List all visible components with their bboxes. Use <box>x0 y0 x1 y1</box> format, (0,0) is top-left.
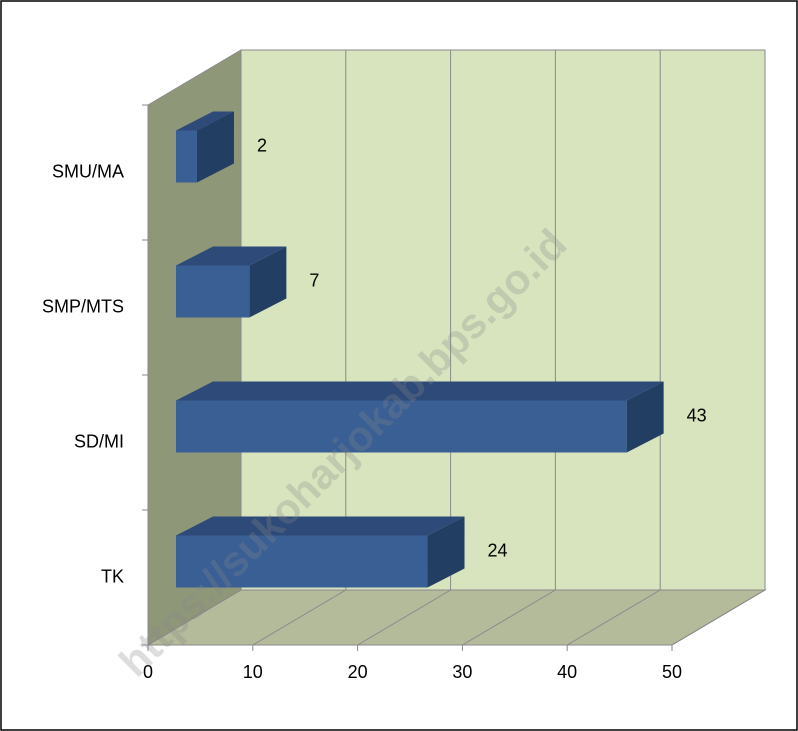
floor-grid-line <box>671 589 766 646</box>
bar-side <box>249 246 287 318</box>
bar <box>176 381 664 453</box>
floor-grid-line <box>147 589 242 646</box>
bar-top <box>176 246 287 266</box>
data-label: 43 <box>687 405 707 425</box>
bar-front <box>176 265 250 318</box>
bar-top <box>176 516 465 536</box>
y-tick-label: TK <box>101 566 124 586</box>
floor-grid-line <box>566 589 661 646</box>
x-tick-label: 50 <box>662 662 682 682</box>
bar-front <box>176 400 627 453</box>
bar-side <box>427 516 465 588</box>
y-tick-label: SMU/MA <box>52 161 124 181</box>
x-tick-label: 0 <box>143 662 153 682</box>
x-tick-label: 10 <box>243 662 263 682</box>
floor <box>146 589 767 646</box>
bar <box>176 246 287 318</box>
bar-side <box>626 381 664 453</box>
bar-top <box>176 111 234 131</box>
data-label: 24 <box>488 540 508 560</box>
floor-grid-line <box>252 589 347 646</box>
bar-front <box>176 130 197 183</box>
y-tick-label: SD/MI <box>74 431 124 451</box>
bar <box>176 516 465 588</box>
x-tick-label: 30 <box>452 662 472 682</box>
floor-grid-line <box>357 589 451 646</box>
y-tick-label: SMP/MTS <box>42 296 124 316</box>
floor-grid-line <box>462 589 556 646</box>
bar-side <box>196 111 234 183</box>
x-tick-label: 40 <box>557 662 577 682</box>
data-label: 7 <box>309 270 319 290</box>
x-tick-label: 20 <box>348 662 368 682</box>
bar-top <box>176 381 664 401</box>
data-label: 2 <box>257 135 267 155</box>
bar-front <box>176 535 428 588</box>
bar <box>176 111 234 183</box>
plot-area: 0 10 20 30 40 50 TK 24 SD/MI 43 SMP/MTS 7 SMU/MA 2 <box>42 49 767 682</box>
